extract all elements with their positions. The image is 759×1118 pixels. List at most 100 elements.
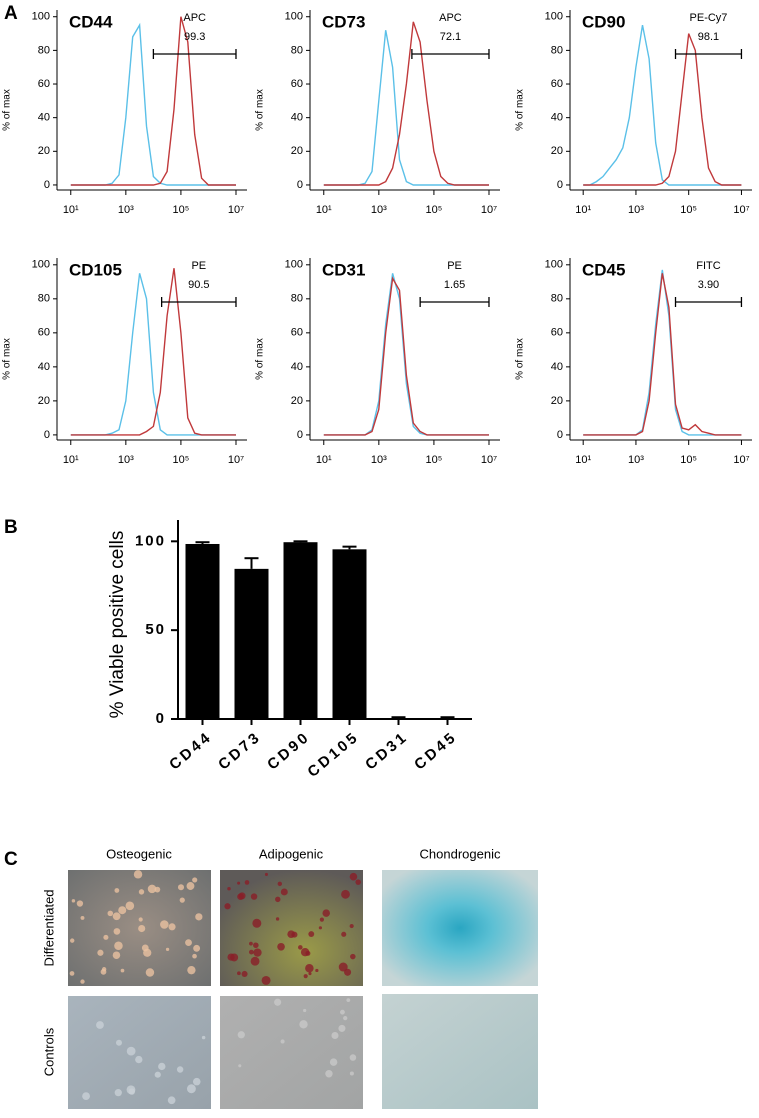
texture-dot xyxy=(308,931,315,938)
histogram-line xyxy=(323,21,489,186)
texture-dot xyxy=(112,912,121,921)
bar xyxy=(430,718,465,719)
y-tick-label: 60 xyxy=(551,327,563,339)
x-tick-label: 10⁵ xyxy=(680,204,697,216)
texture-dot xyxy=(253,948,262,957)
histogram-line xyxy=(70,273,236,436)
y-tick-label: 60 xyxy=(38,327,50,339)
column-label: Osteogenic xyxy=(106,846,172,861)
texture-dot xyxy=(168,923,176,931)
panel-label: B xyxy=(4,517,18,538)
texture-dot xyxy=(303,1008,307,1013)
texture-dot xyxy=(114,941,123,951)
y-tick-label: 100 xyxy=(545,259,563,271)
x-tick-label: 10⁵ xyxy=(426,454,443,466)
micrograph xyxy=(68,996,211,1109)
x-tick-label: 10¹ xyxy=(575,204,591,216)
gate-value: 90.5 xyxy=(188,279,209,291)
x-tick-label: 10¹ xyxy=(63,454,79,466)
texture-dot xyxy=(349,872,358,881)
x-tick-label: 10³ xyxy=(118,454,134,466)
gate-value: 99.3 xyxy=(184,31,205,43)
gate-value: 3.90 xyxy=(698,279,719,291)
texture-dot xyxy=(315,968,319,973)
texture-dot xyxy=(280,888,288,896)
texture-dot xyxy=(192,877,198,883)
y-axis-label: % of max xyxy=(2,89,13,131)
texture-dot xyxy=(82,1092,90,1101)
y-tick-label: 60 xyxy=(551,78,563,90)
x-tick-label: 10⁵ xyxy=(173,204,190,216)
texture-dot xyxy=(308,972,312,976)
x-tick-label: CD73 xyxy=(215,728,265,773)
x-tick-label: 10⁷ xyxy=(733,204,749,216)
y-tick-label: 100 xyxy=(135,532,166,549)
y-axis-label: % Viable positive cells xyxy=(107,531,128,719)
texture-dot xyxy=(138,924,146,933)
texture-dot xyxy=(252,918,262,928)
panel-title: CD90 xyxy=(582,12,625,31)
y-tick-label: 80 xyxy=(551,44,563,56)
texture-dot xyxy=(338,962,348,972)
texture-dot xyxy=(193,944,201,952)
gate-value: 72.1 xyxy=(440,31,461,43)
texture-dot xyxy=(349,924,354,929)
texture-dot xyxy=(346,998,351,1003)
texture-dot xyxy=(319,917,324,922)
x-tick-label: 10⁷ xyxy=(481,204,497,216)
y-tick-label: 40 xyxy=(291,361,303,373)
texture-dot xyxy=(349,1054,357,1061)
y-tick-label: 40 xyxy=(551,361,563,373)
y-axis-label: % of max xyxy=(515,338,526,380)
y-tick-label: 100 xyxy=(545,11,563,23)
x-tick-label: 10³ xyxy=(118,204,134,216)
texture-dot xyxy=(338,1024,346,1032)
texture-dot xyxy=(350,953,356,960)
texture-dot xyxy=(179,897,185,903)
texture-dot xyxy=(329,1058,338,1066)
y-tick-label: 20 xyxy=(38,395,50,407)
texture-dot xyxy=(341,889,350,899)
texture-dot xyxy=(274,998,282,1006)
texture-dot xyxy=(237,893,244,901)
texture-dot xyxy=(244,880,250,885)
texture-dot xyxy=(70,938,75,943)
x-tick-label: 10⁷ xyxy=(733,454,749,466)
y-tick-label: 80 xyxy=(291,44,303,56)
texture-dot xyxy=(80,915,85,920)
texture-dot xyxy=(115,1039,122,1046)
y-tick-label: 0 xyxy=(44,179,50,191)
y-tick-label: 40 xyxy=(38,112,50,124)
texture-dot xyxy=(143,948,152,957)
texture-dot xyxy=(195,913,203,921)
x-tick-label: 10³ xyxy=(371,204,387,216)
column-label: Adipogenic xyxy=(259,846,324,861)
texture-dot xyxy=(138,917,143,922)
texture-dot xyxy=(341,931,347,937)
texture-dot xyxy=(275,917,280,921)
texture-dot xyxy=(340,1009,345,1015)
texture-dot xyxy=(241,970,248,977)
texture-dot xyxy=(192,1077,201,1086)
texture-dot xyxy=(325,1070,333,1078)
texture-dot xyxy=(344,968,352,976)
x-tick-label: CD45 xyxy=(411,728,461,773)
y-tick-label: 50 xyxy=(145,621,166,638)
texture-dot xyxy=(186,882,195,890)
x-tick-label: 10¹ xyxy=(316,454,332,466)
panel-title: CD105 xyxy=(69,260,122,279)
texture-dot xyxy=(249,941,253,946)
x-tick-label: 10³ xyxy=(371,454,387,466)
texture-dot xyxy=(248,949,254,955)
histogram-line xyxy=(583,24,742,186)
x-tick-label: 10⁵ xyxy=(680,454,697,466)
texture-dot xyxy=(158,1062,166,1071)
y-tick-label: 40 xyxy=(291,112,303,124)
x-tick-label: 10¹ xyxy=(575,454,591,466)
texture-dot xyxy=(253,942,259,949)
texture-dot xyxy=(250,956,260,966)
x-tick-label: 10⁷ xyxy=(228,454,244,466)
x-tick-label: 10⁵ xyxy=(173,454,190,466)
y-tick-label: 80 xyxy=(38,293,50,305)
